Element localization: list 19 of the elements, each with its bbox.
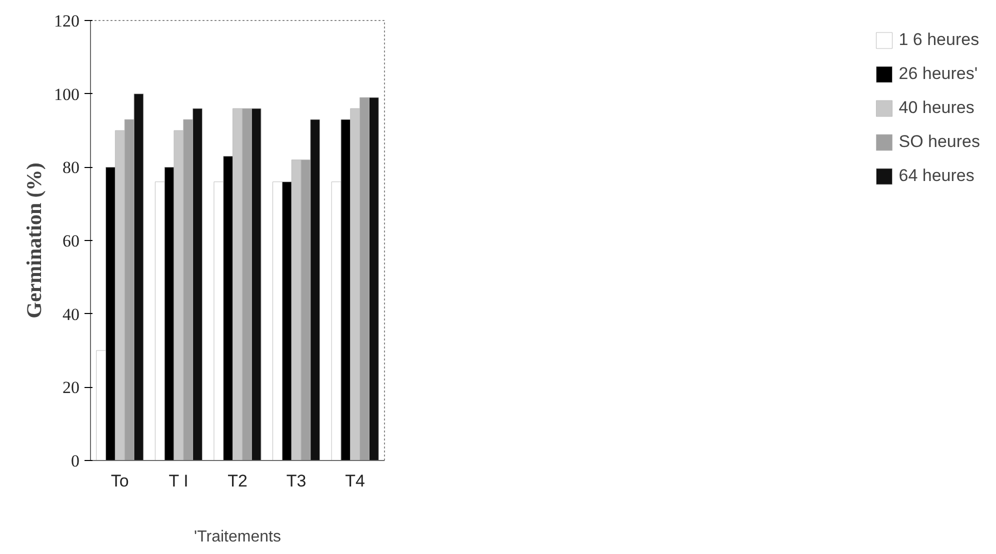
legend-label: 26 heures' bbox=[898, 64, 978, 84]
y-axis-title: Germination (%) bbox=[22, 162, 46, 318]
legend-label: 64 heures bbox=[898, 166, 974, 186]
y-tick-label: 60 bbox=[62, 232, 80, 250]
y-tick-label: 0 bbox=[71, 452, 80, 470]
legend-label: 40 heures bbox=[898, 98, 974, 118]
x-tick-label: T3 bbox=[286, 472, 306, 490]
legend-label: SO heures bbox=[898, 132, 980, 152]
y-tick-label: 40 bbox=[62, 304, 80, 324]
y-tick-label: 120 bbox=[54, 12, 80, 30]
x-tick-label: T2 bbox=[228, 472, 248, 490]
x-axis-title: 'Traitements bbox=[194, 528, 281, 546]
y-tick-label: 100 bbox=[54, 84, 80, 104]
y-tick-label: 20 bbox=[62, 378, 80, 398]
x-tick-label: T4 bbox=[345, 472, 366, 490]
legend-label: 1 6 heures bbox=[898, 30, 980, 50]
x-tick-label: T I bbox=[168, 472, 188, 490]
x-tick-label: To bbox=[110, 472, 129, 490]
y-tick-label: 80 bbox=[62, 158, 80, 178]
